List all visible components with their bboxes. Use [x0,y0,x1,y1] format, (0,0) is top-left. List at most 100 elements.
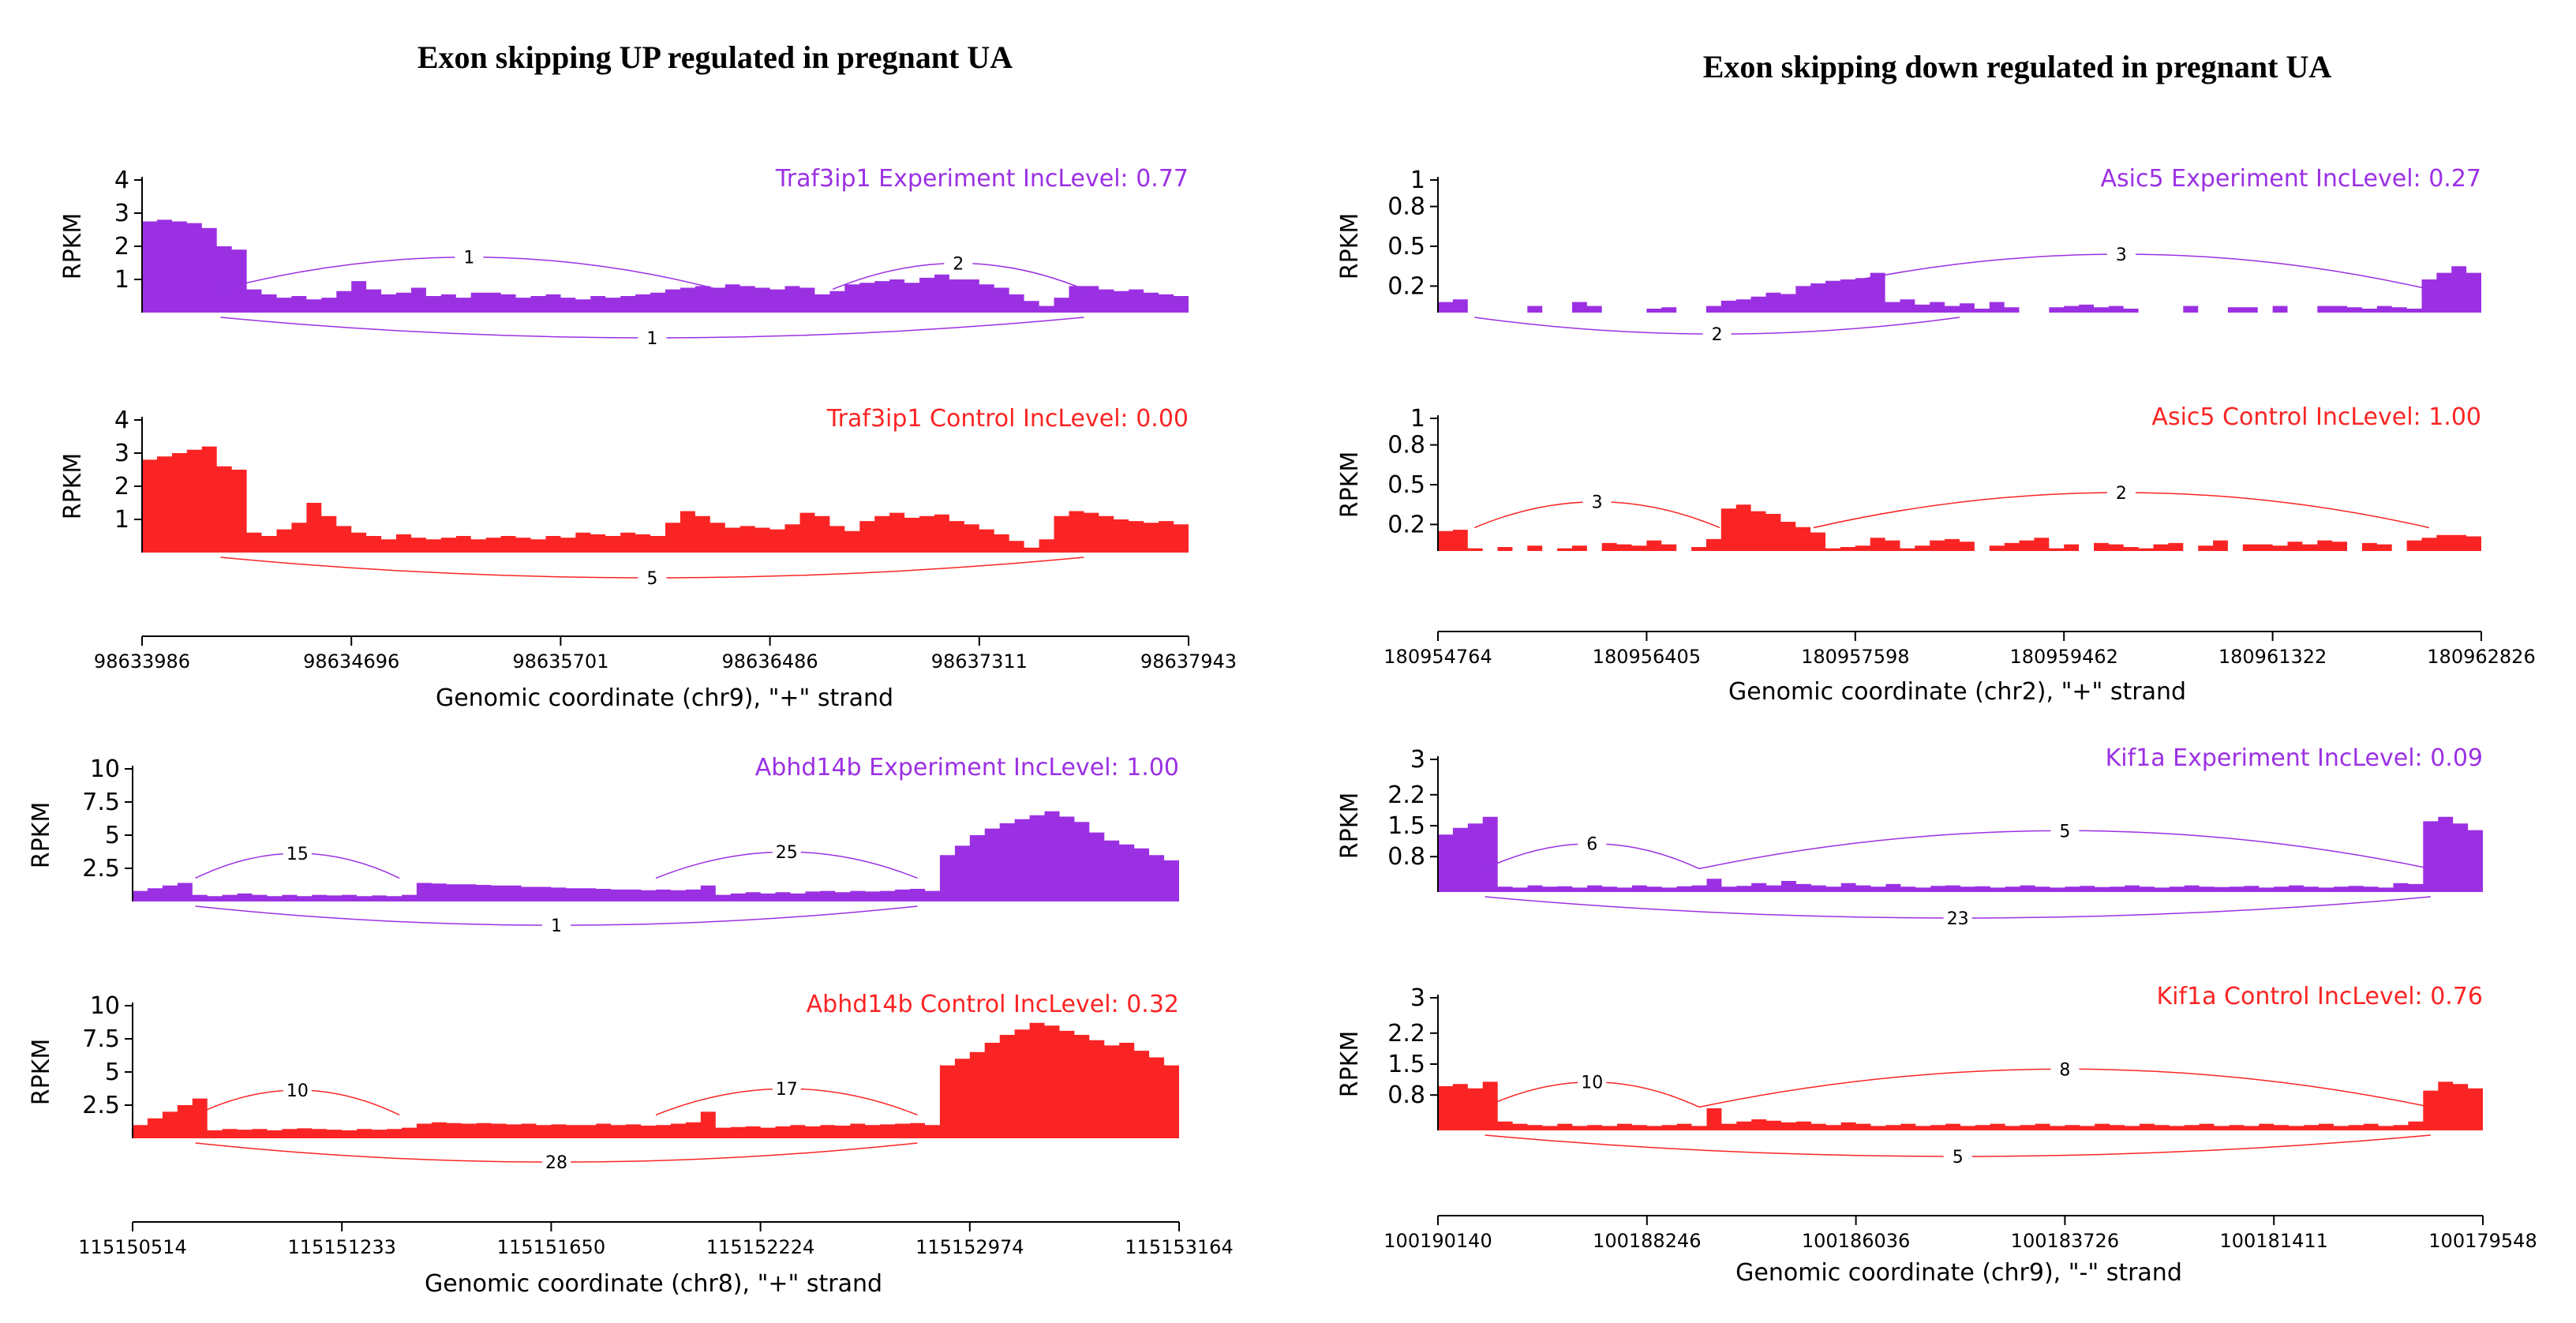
y-tick-label: 7.5 [82,789,120,816]
traf3ip1-xlabel: Genomic coordinate (chr9), "+" strand [436,684,893,712]
coverage-area [1438,266,2481,313]
y-tick-label: 1 [1410,405,1425,433]
y-tick-label: 7.5 [82,1025,120,1053]
x-tick-label: 180959462 [2009,646,2117,668]
x-tick-label: 98634696 [303,650,399,673]
y-tick-label: 5 [105,822,120,849]
x-tick-label: 100183726 [2011,1230,2119,1252]
traf3ip1-experiment-track: 1 2 3 4 RPKM Traf3ip1 Experiment IncLevel: 0.… [59,165,1189,349]
junction-label-bg [542,916,571,937]
y-axis-label: RPKM [28,1039,55,1106]
x-tick-label: 180961322 [2218,646,2327,668]
traf3ip1-control-track: 1 2 3 4 RPKM Traf3ip1 Control IncLevel: 0.00 5 [59,405,1189,589]
junction-label-bg [772,1079,801,1100]
x-tick-label: 100186036 [1802,1230,1910,1252]
asic5-experiment-track: 0.2 0.5 0.81 RPKM Asic5 Experiment IncLevel:… [1336,165,2481,346]
y-axis-label: RPKM [1336,793,1364,860]
y-tick-label: 1 [114,506,129,534]
y-tick-label: 2 [114,233,129,260]
coverage-area [1438,1081,2483,1130]
y-tick-label: 4 [114,407,129,434]
x-tick-label: 100181411 [2219,1230,2327,1252]
track-label: Abhd14b Experiment IncLevel: 1.00 [755,754,1179,781]
y-tick-label: 5 [105,1059,120,1086]
y-tick-label: 0.8 [1387,1081,1425,1109]
y-tick-label: 4 [114,167,129,194]
kif1a-experiment-track: 0.8 1.5 2.2 3 RPKM Kif1a Experiment IncLevel:… [1336,744,2483,929]
x-tick-label: 98636486 [722,650,818,673]
y-tick-label: 2.2 [1387,781,1425,809]
y-tick-label: 0.5 [1387,471,1425,499]
y-tick-label: 0.5 [1387,233,1425,260]
coverage-area [142,446,1189,553]
x-tick-label: 115151650 [497,1236,605,1258]
junction-count: 2 [1712,325,1723,345]
track-label: Traf3ip1 Experiment IncLevel: 0.77 [775,165,1189,193]
track-label: Abhd14b Control IncLevel: 0.32 [807,991,1179,1018]
x-tick-label: 180956405 [1593,646,1701,668]
junction-label-bg [1582,492,1612,513]
y-tick-label: 1.5 [1387,1051,1425,1078]
junction-label-bg [944,253,973,275]
y-axis-label: RPKM [59,213,87,280]
x-tick-label: 98633986 [94,650,190,673]
y-tick-label: 0.2 [1387,272,1425,300]
asic5-control-track: 0.2 0.5 0.81 RPKM Asic5 Control IncLevel: 1.… [1336,403,2481,551]
junction-label-bg [1943,1146,1972,1167]
junction-count: 10 [1581,1074,1603,1093]
junction-count: 28 [545,1153,567,1173]
coverage-area [142,219,1189,313]
junction-count: 1 [463,249,474,268]
junction-label-bg [1943,908,1972,929]
y-tick-label: 1 [114,266,129,294]
x-tick-label: 100188246 [1593,1230,1701,1252]
abhd14b-xlabel: Genomic coordinate (chr8), "+" strand [425,1270,882,1298]
y-axis-label: RPKM [28,802,55,869]
traf3ip1-x-axis: 98633986 98634696 98635701 98636486 98637311… [94,635,1237,673]
junction-count: 2 [953,255,964,275]
track-label: Traf3ip1 Control IncLevel: 0.00 [826,405,1189,433]
junction-count: 10 [286,1081,309,1101]
junction-count: 1 [646,329,657,349]
x-tick-label: 115153164 [1125,1236,1233,1258]
y-tick-label: 2 [114,473,129,500]
y-tick-label: 3 [1410,984,1425,1012]
y-tick-label: 0.8 [1387,432,1425,459]
traf3ip1-chart: 1 2 3 4 RPKM Traf3ip1 Experiment IncLevel: 0.… [59,165,1237,673]
y-tick-label: 2.5 [82,855,120,883]
kif1a-control-track: 0.8 1.5 2.2 3 RPKM Kif1a Control IncLevel: 0.… [1336,983,2483,1167]
abhd14b-control-track: 2.5 5 7.5 10 RPKM Abhd14b Control IncLevel: 0… [28,991,1179,1174]
x-tick-label: 98637943 [1140,650,1237,673]
x-tick-label: 100179548 [2428,1230,2537,1252]
junction-label-bg [638,568,667,589]
abhd14b-experiment-track: 2.5 5 7.5 10 RPKM Abhd14b Experiment IncLevel… [28,754,1179,937]
kif1a-chart: 0.8 1.5 2.2 3 RPKM Kif1a Experiment IncLevel:… [1336,744,2537,1252]
abhd14b-chart: 2.5 5 7.5 10 RPKM Abhd14b Experiment IncLevel… [28,754,1234,1258]
x-tick-label: 180962826 [2427,646,2535,668]
junction-label-bg [2106,244,2136,265]
y-tick-label: 10 [90,992,120,1020]
junction-count: 2 [2116,484,2127,504]
kif1a-xlabel: Genomic coordinate (chr9), "-" strand [1735,1259,2182,1287]
asic5-x-axis: 180954764 180956405 180957598 180959462 1809… [1383,631,2536,668]
y-tick-label: 1 [1410,167,1425,194]
kif1a-x-axis: 100190140 100188246 100186036 100183726 1001… [1383,1215,2537,1252]
track-label: Kif1a Control IncLevel: 0.76 [2156,983,2483,1010]
junction-count: 5 [1953,1148,1964,1167]
x-tick-label: 180954764 [1383,646,1492,668]
junction-label-bg [1578,1072,1607,1093]
left-figure-title: Exon skipping UP regulated in pregnant U… [417,39,1013,75]
junction-count: 23 [1947,909,1969,929]
y-tick-label: 3 [114,200,129,227]
junction-label-bg [2050,821,2080,842]
coverage-area [1438,504,2481,551]
y-tick-label: 0.2 [1387,511,1425,538]
x-tick-label: 115151233 [287,1236,395,1258]
junction-label-bg [455,247,484,268]
junction-label-bg [2106,482,2136,504]
abhd14b-x-axis: 115150514 115151233 115151650 115152224 1151… [78,1221,1234,1258]
y-axis-label: RPKM [1336,213,1364,280]
junction-count: 17 [776,1080,798,1100]
junction-label-bg [542,1152,571,1174]
